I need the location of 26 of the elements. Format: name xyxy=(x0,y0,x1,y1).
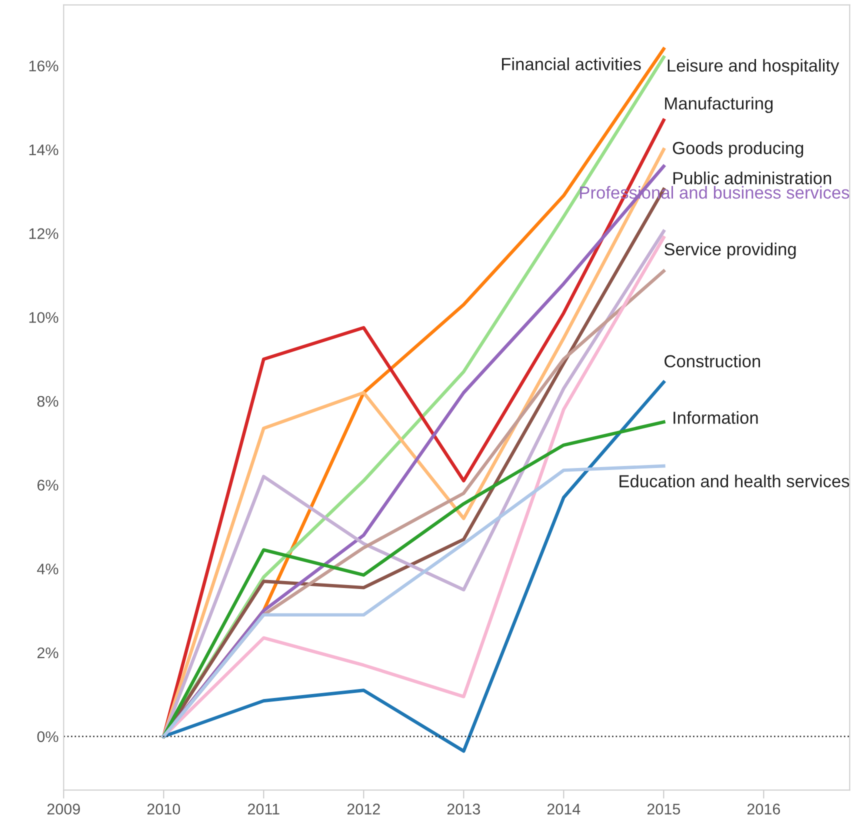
y-tick-label: 10% xyxy=(29,312,58,323)
x-tick-label: 2013 xyxy=(447,804,480,814)
series-label: Manufacturing xyxy=(665,96,773,114)
y-tick-label: 0% xyxy=(37,731,58,742)
series-label: Construction xyxy=(664,354,760,368)
y-tick-label: 6% xyxy=(37,480,58,491)
x-tick-label: 2009 xyxy=(47,804,80,814)
y-tick-label: 16% xyxy=(29,60,58,72)
x-tick-label: 2014 xyxy=(547,804,580,814)
series-label: Leisure and hospitality xyxy=(668,58,840,76)
y-tick-label: 14% xyxy=(29,144,58,156)
series-label: Education and health services xyxy=(620,474,850,488)
y-tick-label: 4% xyxy=(37,564,58,574)
y-tick-label: 8% xyxy=(37,396,58,407)
x-tick-label: 2010 xyxy=(147,804,180,814)
series-label: Information xyxy=(674,411,758,424)
series-label: Financial activities xyxy=(502,58,641,70)
x-tick-label: 2016 xyxy=(747,804,780,814)
x-tick-label: 2011 xyxy=(248,804,280,814)
y-tick-label: 2% xyxy=(37,647,58,658)
series-label: Service providing xyxy=(664,242,796,259)
y-tick-label: 12% xyxy=(29,228,58,240)
x-tick-label: 2012 xyxy=(347,804,380,814)
series-label: Public administration xyxy=(673,172,832,184)
series-label: Goods producing xyxy=(672,141,804,158)
x-tick-label: 2015 xyxy=(647,804,680,814)
